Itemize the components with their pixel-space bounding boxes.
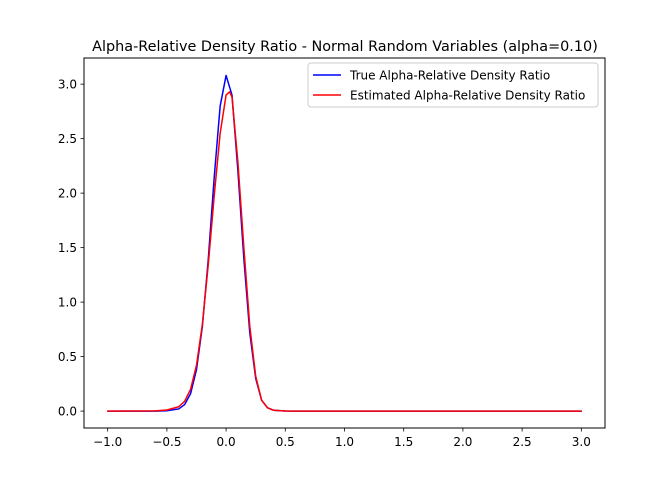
y-tick-label: 0.5 xyxy=(58,350,77,364)
y-tick-label: 3.0 xyxy=(58,77,77,91)
x-tick-label: 1.5 xyxy=(394,435,413,449)
chart-title: Alpha-Relative Density Ratio - Normal Ra… xyxy=(92,39,598,55)
y-tick-label: 1.5 xyxy=(58,241,77,255)
y-axis: 0.0 0.5 1.0 1.5 2.0 2.5 3.0 xyxy=(58,77,84,418)
x-tick-label: −1.0 xyxy=(93,435,122,449)
y-tick-label: 2.0 xyxy=(58,186,77,200)
plot-lines xyxy=(106,74,583,412)
y-tick-label: 2.5 xyxy=(58,132,77,146)
x-tick-label: 0.5 xyxy=(276,435,295,449)
y-tick-label: 0.0 xyxy=(58,404,77,418)
x-tick-label: 3.0 xyxy=(572,435,591,449)
x-tick-label: 2.0 xyxy=(453,435,472,449)
legend: True Alpha-Relative Density Ratio Estima… xyxy=(307,62,599,108)
x-tick-label: 1.0 xyxy=(335,435,354,449)
series-line-estimated xyxy=(106,91,583,412)
x-tick-label: 2.5 xyxy=(513,435,532,449)
legend-frame xyxy=(307,62,599,108)
x-tick-label: −0.5 xyxy=(152,435,181,449)
x-axis: −1.0 −0.5 0.0 0.5 1.0 1.5 2.0 2.5 3.0 xyxy=(93,428,591,449)
legend-label-true: True Alpha-Relative Density Ratio xyxy=(349,69,550,83)
y-tick-label: 1.0 xyxy=(58,295,77,309)
x-tick-label: 0.0 xyxy=(217,435,236,449)
legend-label-estimated: Estimated Alpha-Relative Density Ratio xyxy=(350,89,585,103)
